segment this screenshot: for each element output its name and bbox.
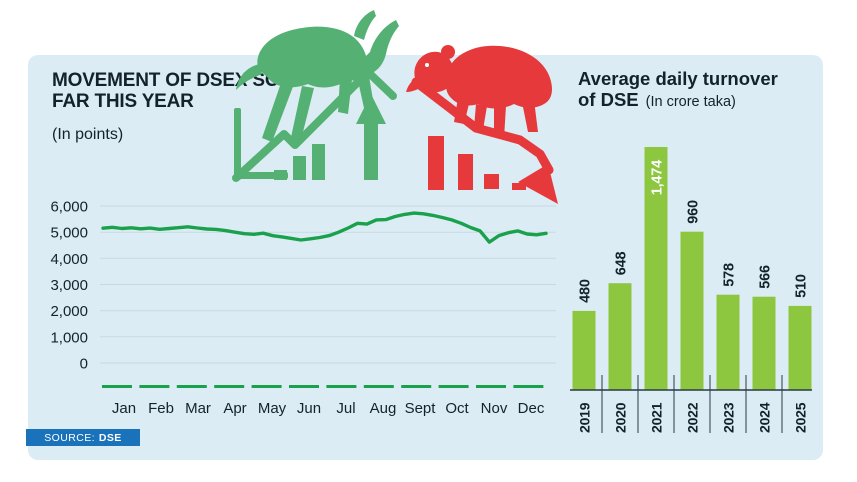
x-axis-label: Jul <box>336 400 355 417</box>
right-chart-title-line2: of DSE (In crore taka) <box>578 89 778 113</box>
x-axis-label: Mar <box>185 400 211 417</box>
bull-market-icon <box>232 10 399 182</box>
bull-rising-bars <box>274 144 325 180</box>
right-chart-units: (In crore taka) <box>645 94 736 110</box>
bar-2025 <box>788 305 812 390</box>
bar-value-label: 578 <box>722 263 738 287</box>
x-axis-label: Nov <box>481 400 508 417</box>
left-chart-title-line2: FAR THIS YEAR <box>52 91 194 112</box>
year-label: 2021 <box>649 402 665 433</box>
right-chart-title-line1: Average daily turnover <box>578 68 778 89</box>
source-badge: SOURCE: DSE <box>26 429 140 446</box>
dsex-line-series <box>101 211 548 244</box>
year-label: 2024 <box>757 402 773 433</box>
turnover-bar-chart: 480 2019 648 2020 1,474 2021 960 2022 578 2023 566… <box>570 147 812 433</box>
bear-figure <box>406 45 552 138</box>
right-chart-header: Average daily turnover of DSE (In crore t… <box>578 68 778 113</box>
bull-rising-trendline <box>232 68 397 182</box>
y-axis-label: 3,000 <box>50 277 88 294</box>
left-chart-header: MOVEMENT OF DSEX SO FAR THIS YEAR (In po… <box>52 70 280 144</box>
year-label: 2020 <box>613 402 629 433</box>
x-axis-label: Sept <box>405 400 437 417</box>
left-chart-units: (In points) <box>52 126 124 143</box>
source-value: DSE <box>98 431 122 444</box>
x-axis-label: Jan <box>112 400 136 417</box>
bar-value-label: 1,474 <box>650 160 666 195</box>
bar-value-label: 510 <box>794 274 810 298</box>
bear-eye <box>425 63 429 67</box>
bar-2023 <box>716 294 740 390</box>
year-label: 2019 <box>577 402 593 433</box>
bar-2022 <box>680 231 704 390</box>
bull-up-arrow <box>356 94 386 180</box>
dsex-line-chart: 6,000 5,000 4,000 3,000 2,000 1,000 0 Jan Feb Mar… <box>50 199 556 417</box>
source-label: SOURCE: <box>44 431 95 444</box>
x-axis-label: Feb <box>148 400 174 417</box>
bar-value-label: 648 <box>614 251 630 275</box>
year-label: 2022 <box>685 402 701 433</box>
bar-value-label: 960 <box>686 200 702 224</box>
x-axis-label: Apr <box>223 400 246 417</box>
x-axis-label: Dec <box>518 400 545 417</box>
bear-falling-bars <box>428 136 526 190</box>
x-axis-label: Oct <box>445 400 469 417</box>
y-axis-label: 2,000 <box>50 303 88 320</box>
bar-2019 <box>572 310 596 390</box>
bar-2024 <box>752 296 776 390</box>
year-label: 2023 <box>721 402 737 433</box>
y-axis-label: 4,000 <box>50 251 88 268</box>
bar-2021 <box>644 147 668 390</box>
x-axis-label: May <box>258 400 287 417</box>
y-axis-label: 6,000 <box>50 199 88 216</box>
x-axis-label: Jun <box>297 400 321 417</box>
bar-value-label: 480 <box>578 279 594 303</box>
left-chart-title-line1: MOVEMENT OF DSEX SO <box>52 70 280 91</box>
y-axis-label: 1,000 <box>50 329 88 346</box>
y-axis-label: 5,000 <box>50 225 88 242</box>
bear-down-arrowhead <box>518 164 558 204</box>
bar-2020 <box>608 283 632 390</box>
bull-chart-axis <box>234 108 241 180</box>
y-axis-label: 0 <box>80 356 88 373</box>
bull-figure <box>236 10 399 144</box>
x-axis-label: Aug <box>370 400 397 417</box>
right-chart-title-bold: of DSE <box>578 89 639 110</box>
bar-value-label: 566 <box>758 265 774 289</box>
year-label: 2025 <box>793 402 809 433</box>
bear-market-icon <box>406 45 558 204</box>
